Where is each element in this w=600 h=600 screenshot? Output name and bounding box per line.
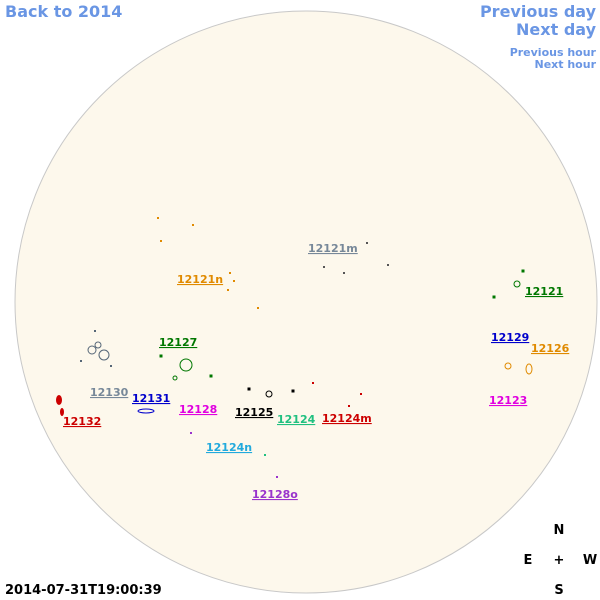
spots-12121m (323, 242, 389, 274)
previous-day-link[interactable]: Previous day (480, 2, 597, 21)
compass-center: + (554, 553, 565, 568)
region-label[interactable]: 12130 (90, 386, 129, 399)
spots-12125 (247, 387, 295, 398)
compass-south: S (554, 583, 563, 598)
spots-12128o (190, 432, 278, 478)
region-label[interactable]: 12124n (206, 441, 252, 454)
sunspots (56, 217, 533, 478)
spots-12124m (312, 382, 362, 407)
region-label[interactable]: 12128o (252, 488, 298, 501)
timestamp: 2014-07-31T19:00:39 (5, 583, 162, 598)
spots-12132 (56, 395, 64, 416)
compass-north: N (554, 523, 565, 538)
spots-12126 (504, 362, 533, 375)
spots-12121n (157, 217, 259, 309)
spots-12124 (264, 454, 266, 456)
compass-west: W (583, 553, 597, 568)
region-label[interactable]: 12124 (277, 413, 316, 426)
back-link[interactable]: Back to 2014 (5, 2, 122, 21)
next-day-link[interactable]: Next day (516, 20, 597, 39)
region-label[interactable]: 12124m (322, 412, 372, 425)
spots-12130 (80, 330, 112, 367)
region-label[interactable]: 12129 (491, 331, 529, 344)
previous-hour-link[interactable]: Previous hour (510, 46, 597, 59)
region-label[interactable]: 12128 (179, 403, 217, 416)
region-label[interactable]: 12125 (235, 406, 273, 419)
next-hour-link[interactable]: Next hour (535, 58, 597, 71)
solar-disk (14, 10, 598, 594)
region-label[interactable]: 12127 (159, 336, 197, 349)
region-label[interactable]: 12121n (177, 273, 223, 286)
spots-12131 (137, 408, 155, 414)
region-label[interactable]: 12126 (531, 342, 570, 355)
region-label[interactable]: 12132 (63, 415, 101, 428)
region-label[interactable]: 12121m (308, 242, 358, 255)
region-label[interactable]: 12121 (525, 285, 563, 298)
compass-east: E (524, 553, 533, 568)
region-label[interactable]: 12131 (132, 392, 170, 405)
spots-12127 (159, 354, 213, 381)
region-label[interactable]: 12123 (489, 394, 527, 407)
spots-12121 (492, 269, 525, 299)
